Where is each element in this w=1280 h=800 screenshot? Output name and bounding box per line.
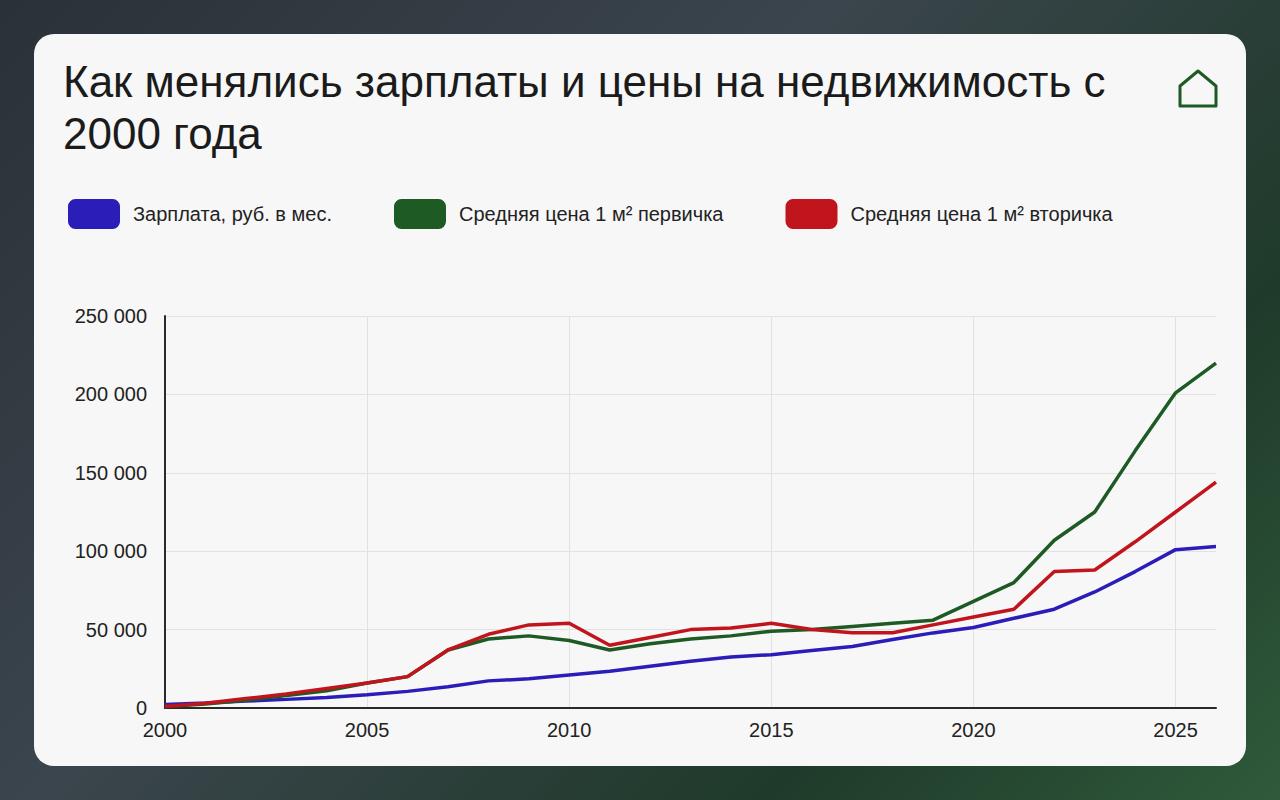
svg-text:2005: 2005 [345, 719, 390, 741]
svg-text:2025: 2025 [1153, 719, 1198, 741]
svg-text:100 000: 100 000 [75, 540, 147, 562]
svg-text:2010: 2010 [547, 719, 592, 741]
svg-text:250 000: 250 000 [75, 305, 147, 327]
svg-text:Зарплата, руб. в мес.: Зарплата, руб. в мес. [133, 203, 332, 225]
svg-text:Средняя цена 1 м² вторичка: Средняя цена 1 м² вторичка [850, 203, 1113, 225]
svg-text:0: 0 [136, 697, 147, 719]
html-text:Как менялись зарплаты и цены н: Как менялись зарплаты и цены на недвижим… [63, 57, 1106, 158]
svg-text:150 000: 150 000 [75, 462, 147, 484]
svg-text:Средняя цена 1 м² первичка: Средняя цена 1 м² первичка [459, 203, 724, 225]
svg-text:200 000: 200 000 [75, 383, 147, 405]
svg-text:2015: 2015 [749, 719, 794, 741]
svg-text:2020: 2020 [951, 719, 996, 741]
svg-text:2000: 2000 [143, 719, 188, 741]
svg-text:50 000: 50 000 [86, 619, 147, 641]
